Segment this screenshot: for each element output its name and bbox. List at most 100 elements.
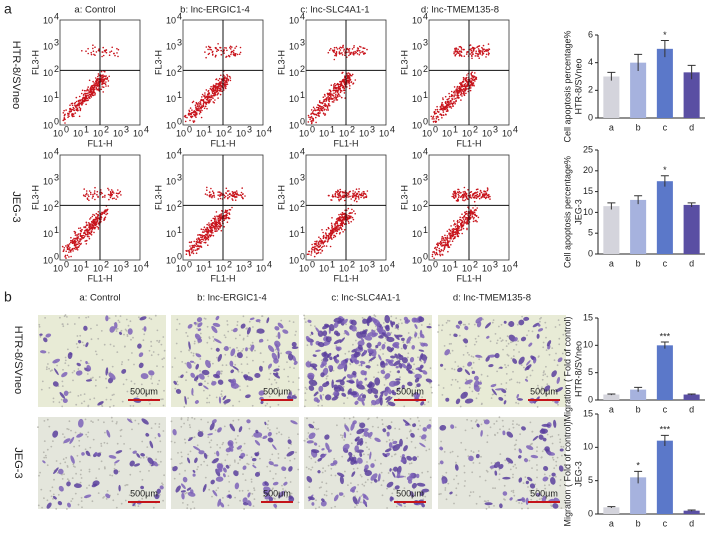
event-dot [339,46,342,49]
event-dot [231,195,234,198]
pore [309,334,312,337]
pore [206,341,209,344]
pore [120,363,123,366]
pore [199,358,202,360]
y-axis-label: FL3-H [30,185,40,210]
event-dot [206,226,208,229]
event-dot [208,101,211,103]
event-dot [475,197,478,200]
y-axis-label: FL3-H [399,185,409,210]
pore [376,364,379,367]
pore [59,316,61,319]
event-dot [213,101,215,104]
y-tick-exp: 2 [300,64,305,74]
event-dot [437,116,439,118]
event-dot [94,77,97,79]
pore [118,321,121,323]
event-dot [485,53,488,56]
event-dot [470,72,473,75]
event-dot [447,104,450,107]
event-dot [211,92,214,95]
event-dot [451,195,454,198]
event-dot [89,191,92,194]
event-dot [206,189,208,191]
y-tick-base: 10 [412,177,422,187]
event-dot [103,49,106,52]
y-tick-base: 10 [166,203,176,213]
y-tick-base: 10 [289,68,299,78]
pore [382,368,385,370]
event-dot [361,51,363,53]
event-dot [319,112,321,114]
event-dot [86,235,89,238]
x-tick-exp: 4 [513,124,518,134]
pore [297,377,300,379]
event-dot [465,77,467,80]
event-dot [330,84,333,86]
event-dot [443,239,445,241]
event-dot [355,188,358,190]
event-dot [350,220,353,223]
pore [143,333,146,336]
event-dot [482,196,484,198]
x-axis-label: FL1-H [333,273,358,283]
event-dot [470,51,473,54]
pore [429,367,432,369]
pore [124,499,127,502]
event-dot [348,51,350,53]
event-dot [469,48,472,50]
event-dot [85,243,88,245]
event-dot [338,193,341,195]
event-dot [94,54,96,56]
event-dot [220,224,223,227]
pore [507,342,510,345]
pore [86,373,89,375]
event-dot [197,234,199,236]
pore [208,394,211,397]
pore [85,316,87,319]
pore [190,351,193,354]
pore [178,376,181,378]
event-dot [444,95,447,98]
event-dot [483,50,486,53]
event-dot [200,236,202,239]
event-dot [92,193,94,196]
x-tick-base: 10 [176,263,186,273]
event-dot [213,228,216,230]
event-dot [460,195,463,198]
event-dot [485,56,487,58]
y-tick-base: 10 [289,120,299,130]
event-dot [331,194,334,196]
x-tick-base: 10 [196,128,206,138]
event-dot [78,101,80,103]
event-dot [225,187,228,190]
event-dot [442,98,444,101]
event-dot [448,241,450,243]
event-dot [217,198,220,200]
pore [287,380,290,383]
event-dot [107,80,110,82]
event-dot [95,51,98,53]
event-dot [186,250,188,252]
event-dot [115,192,118,195]
event-dot [310,254,312,256]
pore [123,333,125,336]
event-dot [432,116,434,119]
event-dot [205,89,208,91]
event-dot [339,231,341,234]
x-tick-base: 10 [319,128,329,138]
event-dot [194,249,197,252]
event-dot [219,216,222,219]
pore [92,438,95,441]
event-dot [72,241,75,243]
event-dot [339,87,342,90]
event-dot [91,215,94,218]
pore [154,314,157,317]
event-dot [321,108,323,110]
y-tick-exp: 3 [300,173,305,183]
event-dot [71,240,73,242]
pore [413,363,415,366]
event-dot [95,212,98,215]
